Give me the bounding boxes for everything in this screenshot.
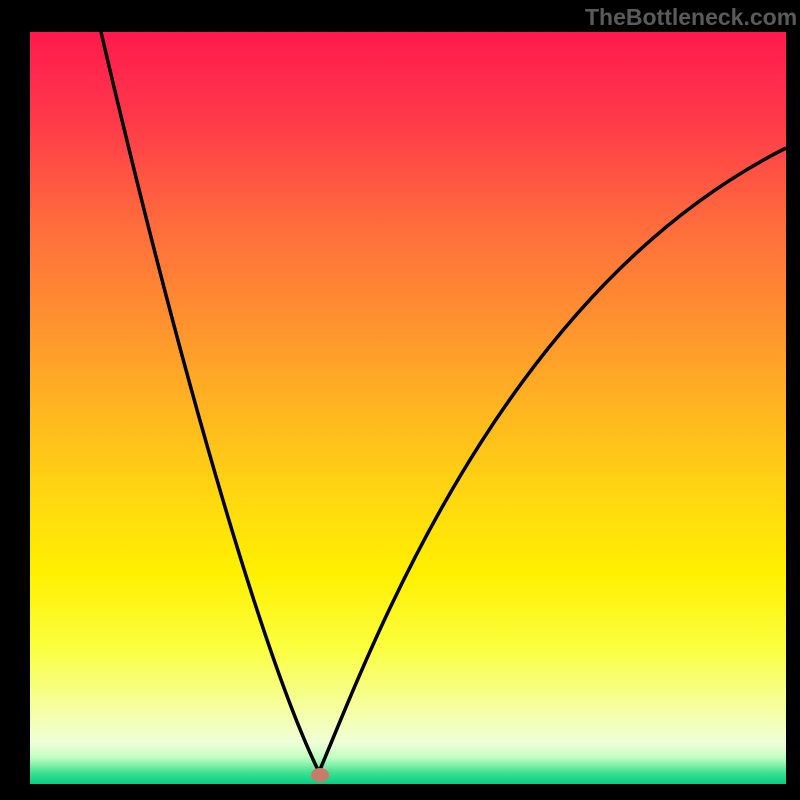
- chart-svg: [0, 0, 800, 800]
- watermark-text: TheBottleneck.com: [585, 4, 797, 31]
- minimum-marker: [311, 768, 329, 782]
- chart-frame: TheBottleneck.com: [0, 0, 800, 800]
- plot-background: [30, 32, 786, 784]
